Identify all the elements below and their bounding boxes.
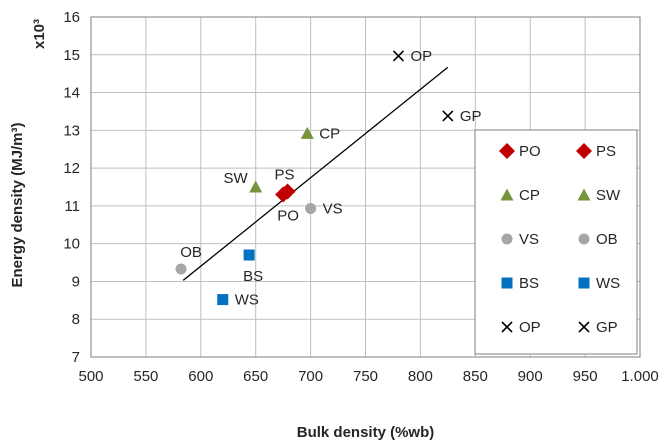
data-labels: PO PS CP SW VS OB BS WS OP GP — [180, 48, 481, 309]
data-label-bs: BS — [243, 268, 263, 285]
y-tick-label: 8 — [72, 311, 80, 328]
legend-marker-sw — [577, 188, 591, 201]
legend-marker-po — [499, 143, 515, 159]
data-label-gp: GP — [460, 108, 482, 125]
x-tick-label: 1.000 — [621, 368, 659, 385]
x-tick-label: 900 — [518, 368, 543, 385]
x-tick-label: 800 — [408, 368, 433, 385]
data-point-cp — [300, 126, 314, 139]
data-label-op: OP — [410, 48, 432, 65]
data-label-po: PO — [277, 208, 299, 225]
data-point-ws — [217, 294, 229, 306]
y-tick-label: 7 — [72, 349, 80, 366]
legend-label-cp: CP — [519, 187, 540, 204]
y-tick-label: 12 — [63, 160, 80, 177]
legend-marker-bs — [501, 277, 513, 289]
legend-label-ps: PS — [596, 143, 616, 160]
legend-label-vs: VS — [519, 231, 539, 248]
data-label-cp: CP — [319, 125, 340, 142]
legend-box — [474, 129, 638, 355]
legend-label-ob: OB — [596, 231, 618, 248]
y-tick-label: 14 — [63, 85, 80, 102]
y-tick-label: 16 — [63, 9, 80, 26]
plot-area-border — [90, 16, 641, 358]
trendline — [182, 66, 449, 281]
x-tick-label: 750 — [353, 368, 378, 385]
data-point-gp — [442, 110, 454, 122]
y-axis-title: Energy density (MJ/m³) — [9, 122, 26, 287]
legend-marker-ob — [578, 233, 590, 245]
legend-marker-ws — [578, 277, 590, 289]
y-tick-label: 11 — [64, 198, 80, 215]
legend-marker-gp — [578, 321, 590, 333]
legend-label-gp: GP — [596, 319, 618, 336]
y-tick-label: 15 — [63, 47, 80, 64]
x-tick-label: 500 — [78, 368, 103, 385]
y-axis-multiplier: x10³ — [31, 19, 48, 49]
y-tick-label: 10 — [63, 236, 80, 253]
data-point-bs — [243, 249, 255, 261]
legend-label-ws: WS — [596, 275, 620, 292]
data-label-sw: SW — [224, 170, 249, 187]
legend-label-bs: BS — [519, 275, 539, 292]
x-axis-ticks: 500 550 600 650 700 750 800 850 900 950 1.000 — [78, 368, 658, 385]
legend: PO PS CP SW VS OB BS WS OP GP — [474, 129, 638, 355]
y-tick-label: 13 — [63, 122, 80, 139]
x-tick-label: 650 — [243, 368, 268, 385]
data-point-ob — [175, 263, 187, 275]
data-points — [175, 50, 454, 306]
data-point-op — [392, 50, 405, 62]
x-tick-label: 600 — [188, 368, 213, 385]
x-tick-label: 850 — [463, 368, 488, 385]
legend-label-op: OP — [519, 319, 541, 336]
legend-label-po: PO — [519, 143, 541, 160]
y-tick-label: 9 — [72, 273, 80, 290]
x-axis-title: Bulk density (%wb) — [297, 424, 435, 441]
x-tick-label: 950 — [573, 368, 598, 385]
x-tick-label: 700 — [298, 368, 323, 385]
legend-marker-cp — [500, 188, 514, 201]
data-label-ps: PS — [275, 167, 295, 184]
data-point-ps — [279, 183, 296, 200]
legend-marker-ps — [576, 143, 592, 159]
legend-label-sw: SW — [596, 187, 621, 204]
data-point-vs — [305, 203, 317, 215]
legend-marker-op — [501, 321, 513, 333]
data-label-ob: OB — [180, 244, 202, 261]
y-axis-ticks: 7 8 9 10 11 12 13 14 15 16 — [63, 9, 80, 366]
data-label-ws: WS — [235, 292, 259, 309]
data-label-vs: VS — [323, 201, 343, 218]
legend-marker-vs — [501, 233, 513, 245]
data-point-sw — [249, 180, 263, 193]
x-tick-label: 550 — [133, 368, 158, 385]
